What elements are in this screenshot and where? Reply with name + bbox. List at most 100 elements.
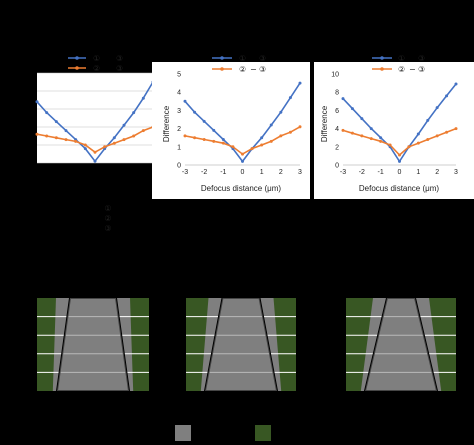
legend-marker-blue: [380, 56, 384, 60]
data-point: [454, 127, 458, 131]
data-point: [350, 107, 354, 111]
y-tick-label: 0: [335, 163, 339, 170]
legend-label: ③: [259, 54, 266, 63]
chart-1: [35, 72, 155, 164]
data-point: [435, 106, 439, 110]
data-point: [45, 111, 49, 115]
data-point: [298, 81, 302, 85]
data-point: [122, 123, 126, 127]
data-point: [83, 143, 87, 147]
data-point: [416, 132, 420, 136]
data-point: [260, 136, 264, 140]
trench-fill: [57, 298, 129, 391]
data-point: [202, 119, 206, 123]
chart-3-x-axis-label: Defocus distance (μm): [359, 184, 440, 193]
chart-2-series: [183, 81, 302, 163]
data-point: [103, 145, 107, 149]
y-tick-label: 10: [331, 72, 339, 79]
data-point: [132, 134, 136, 138]
data-point: [341, 128, 345, 132]
x-tick-label: 3: [454, 169, 458, 176]
chart-1-gridlines: [37, 72, 153, 164]
data-point: [369, 137, 373, 141]
legend-label: ①: [398, 54, 405, 63]
chart-3-series: [341, 82, 458, 163]
x-tick-label: 0: [398, 169, 402, 176]
layer-number-labels: ① ② ③: [104, 204, 111, 233]
data-point: [350, 131, 354, 135]
legend-marker-blue: [220, 56, 224, 60]
data-point: [369, 127, 373, 131]
legend-label: ①: [239, 54, 246, 63]
chart-1-plot-area: [37, 73, 153, 163]
data-point: [416, 141, 420, 145]
data-point: [112, 136, 116, 140]
data-point: [193, 110, 197, 114]
data-point: [379, 139, 383, 143]
legend-label: ③: [418, 65, 425, 74]
data-point: [250, 147, 254, 151]
data-point: [288, 96, 292, 100]
legend-label: ②: [239, 65, 246, 74]
data-point: [212, 139, 216, 143]
legend-label: ③: [116, 64, 123, 73]
legend-label: ③: [116, 54, 123, 63]
legend-label: ①: [93, 54, 100, 63]
material-legend: [175, 425, 271, 441]
x-tick-label: 3: [298, 169, 302, 176]
y-tick-label: 2: [335, 144, 339, 151]
x-tick-label: -1: [378, 169, 384, 176]
data-point: [360, 134, 364, 138]
legend-dash: −: [409, 65, 416, 74]
data-point: [269, 123, 273, 127]
data-point: [426, 138, 430, 142]
data-point: [260, 143, 264, 147]
data-point: [445, 130, 449, 134]
diagram-panel-3: [346, 297, 456, 392]
legend-label: ②: [398, 65, 405, 74]
x-tick-label: -3: [182, 169, 188, 176]
layer-label-3: ③: [104, 224, 111, 233]
data-point: [269, 139, 273, 143]
legend-marker-blue: [75, 56, 79, 60]
data-point: [141, 96, 145, 100]
chart-2-y-axis-label: Difference: [162, 105, 171, 142]
chart-2-x-axis-label: Defocus distance (μm): [201, 184, 282, 193]
y-tick-label: 4: [335, 126, 339, 133]
x-tick-label: -3: [340, 169, 346, 176]
data-point: [454, 82, 458, 86]
legend-label: ②: [93, 64, 100, 73]
data-point: [45, 134, 49, 138]
data-point: [288, 130, 292, 134]
data-point: [360, 117, 364, 121]
cross-section-diagrams: [37, 297, 456, 392]
y-tick-label: 1: [177, 144, 181, 151]
layer-label-2: ②: [104, 214, 111, 223]
legend-marker-orange: [220, 67, 224, 71]
data-point: [93, 150, 97, 154]
legend-marker-orange: [380, 67, 384, 71]
diagram-panel-1: [37, 297, 149, 392]
data-point: [445, 94, 449, 98]
diagram-panel-2: [186, 297, 296, 392]
y-tick-label: 8: [335, 90, 339, 97]
data-point: [279, 134, 283, 138]
data-point: [279, 110, 283, 114]
data-point: [407, 145, 411, 149]
data-point: [122, 138, 126, 142]
legend-swatch-gray: [175, 425, 191, 441]
data-point: [183, 99, 187, 103]
data-point: [112, 141, 116, 145]
legend-label: ③: [418, 54, 425, 63]
y-tick-label: 4: [177, 90, 181, 97]
legend-swatch-green: [255, 425, 271, 441]
layer-label-1: ①: [104, 204, 111, 213]
legend-dash: −: [250, 65, 257, 74]
data-point: [426, 118, 430, 122]
y-tick-label: 3: [177, 108, 181, 115]
data-point: [298, 125, 302, 129]
data-point: [54, 120, 58, 124]
y-tick-label: 5: [177, 72, 181, 79]
